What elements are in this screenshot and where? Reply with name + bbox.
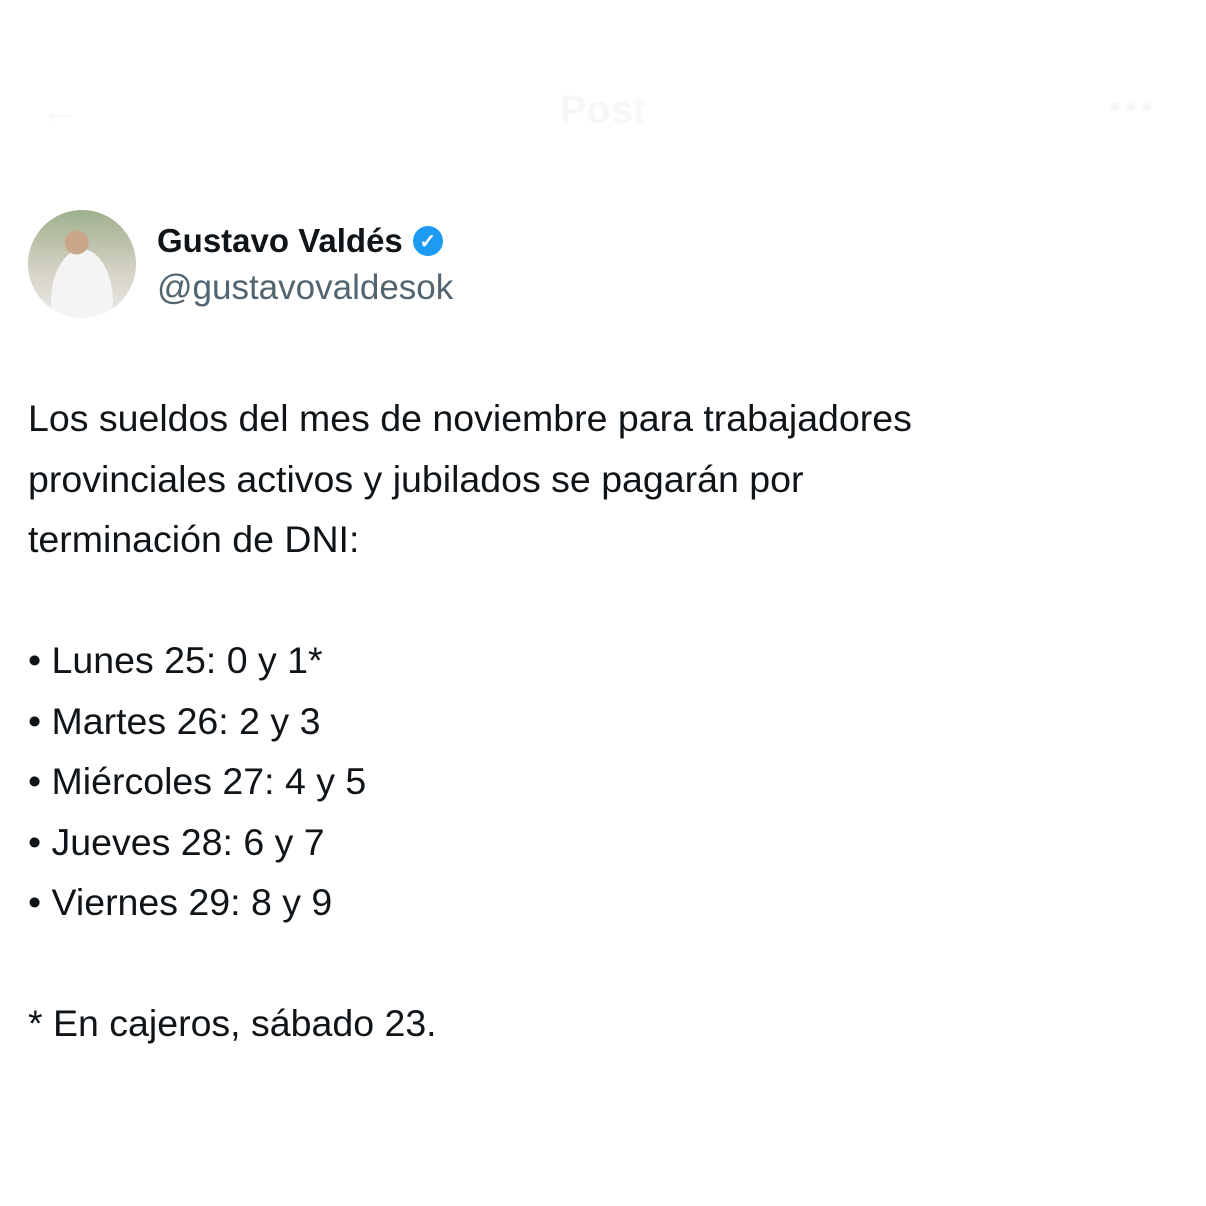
footnote: * En cajeros, sábado 23. bbox=[28, 1002, 437, 1044]
more-icon[interactable]: ••• bbox=[1108, 88, 1156, 126]
schedule-item: • Jueves 28: 6 y 7 bbox=[28, 820, 325, 863]
schedule-item: • Viernes 29: 8 y 9 bbox=[28, 881, 333, 923]
author-name[interactable]: Gustavo Valdés ✓ bbox=[157, 222, 443, 260]
post-line: provinciales activos y jubilados se paga… bbox=[28, 457, 804, 500]
author-handle[interactable]: @gustavovaldesok bbox=[157, 268, 454, 307]
verified-badge-icon: ✓ bbox=[412, 226, 443, 256]
avatar[interactable] bbox=[28, 210, 136, 318]
arrow-left-icon[interactable]: ← bbox=[40, 88, 80, 132]
post-line: Los sueldos del mes de noviembre para tr… bbox=[28, 397, 912, 439]
author-name-text: Gustavo Valdés bbox=[157, 222, 403, 259]
post-line: terminación de DNI: bbox=[28, 518, 360, 560]
schedule-item: • Martes 26: 2 y 3 bbox=[28, 699, 321, 742]
top-bar: ← Post ••• bbox=[0, 70, 1206, 150]
post-text: Los sueldos del mes de noviembre para tr… bbox=[28, 388, 912, 1054]
page-title: Post bbox=[559, 88, 647, 132]
schedule-item: • Lunes 25: 0 y 1* bbox=[28, 639, 323, 681]
schedule-item: • Miércoles 27: 4 y 5 bbox=[28, 760, 367, 802]
